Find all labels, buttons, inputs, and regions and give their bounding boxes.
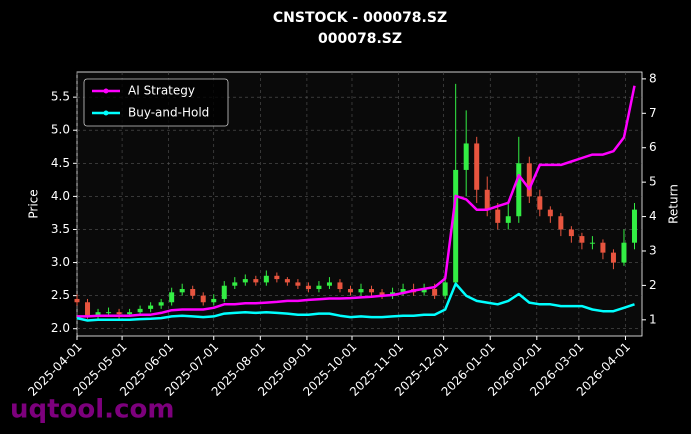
- candle-body: [547, 209, 553, 217]
- candle-body: [295, 282, 301, 286]
- candle-body: [347, 289, 353, 293]
- watermark: uqtool.com: [10, 395, 174, 425]
- candle-body: [369, 289, 375, 293]
- candle-body: [116, 312, 122, 315]
- y2-tick-label: 3: [649, 243, 657, 257]
- candle-body: [148, 305, 154, 309]
- candle-body: [600, 242, 606, 253]
- candle-body: [537, 196, 543, 210]
- line-series: [76, 282, 635, 322]
- candle-body: [326, 282, 332, 286]
- y2-tick-label: 2: [649, 278, 657, 292]
- y-tick-label: 3.5: [51, 222, 70, 236]
- candle-body: [558, 216, 564, 230]
- candle-body: [589, 242, 595, 244]
- y-tick-label: 2.5: [51, 288, 70, 302]
- y2-tick-label: 5: [649, 175, 657, 189]
- candle-body: [263, 275, 269, 283]
- chart-subtitle: 000078.SZ: [318, 31, 402, 47]
- candle-body: [337, 282, 343, 290]
- candle-body: [442, 282, 448, 296]
- candle-body: [127, 312, 133, 315]
- candle-body: [211, 298, 217, 303]
- candle-body: [579, 236, 585, 243]
- y2-tick-label: 1: [649, 312, 657, 326]
- candle-body: [158, 302, 164, 306]
- legend-marker: [103, 110, 109, 116]
- candle-body: [453, 169, 459, 283]
- candle-body: [274, 275, 280, 280]
- candle-body: [421, 289, 427, 293]
- candle-body: [232, 282, 238, 286]
- candle-body: [400, 289, 406, 293]
- candle-body: [179, 289, 185, 293]
- y-tick-label: 4.0: [51, 189, 70, 203]
- candle-body: [305, 285, 311, 290]
- chart-title: CNSTOCK - 000078.SZ: [273, 10, 447, 26]
- candle-body: [106, 312, 112, 314]
- y2-tick-label: 6: [649, 140, 657, 154]
- candle-body: [284, 279, 290, 283]
- candle-body: [85, 302, 91, 316]
- y-tick-label: 5.5: [51, 90, 70, 104]
- candle-body: [253, 279, 259, 283]
- y2-axis-label: Return: [667, 184, 681, 224]
- candle-body: [474, 143, 480, 190]
- y2-tick-label: 7: [649, 106, 657, 120]
- candle-body: [432, 289, 438, 296]
- y-tick-label: 3.0: [51, 255, 70, 269]
- candle-body: [221, 285, 227, 299]
- legend-marker: [103, 88, 109, 94]
- candle-body: [379, 292, 385, 296]
- candle-body: [242, 279, 248, 283]
- candle-body: [463, 143, 469, 170]
- candle-body: [74, 298, 80, 303]
- candle-body: [621, 242, 627, 263]
- candle-body: [568, 229, 574, 237]
- y2-tick-label: 8: [649, 71, 657, 85]
- candle-body: [516, 163, 522, 217]
- candle-body: [200, 295, 206, 303]
- line-series: [77, 85, 636, 318]
- candle-body: [484, 189, 490, 210]
- candle-body: [169, 292, 175, 303]
- y-tick-label: 2.0: [51, 321, 70, 335]
- candle-body: [95, 312, 101, 316]
- legend-label: AI Strategy: [128, 84, 195, 98]
- candle-body: [358, 289, 364, 293]
- candle-body: [610, 252, 616, 263]
- candle-body: [190, 289, 196, 296]
- y-axis-label: Price: [27, 189, 41, 218]
- y-tick-label: 5.0: [51, 123, 70, 137]
- legend-label: Buy-and-Hold: [128, 106, 209, 120]
- y-tick-label: 4.5: [51, 156, 70, 170]
- candle-body: [495, 209, 501, 223]
- candle-body: [316, 285, 322, 290]
- candle-body: [631, 209, 637, 243]
- candle-body: [505, 216, 511, 223]
- candle-body: [526, 163, 532, 197]
- candle-body: [137, 308, 143, 313]
- y2-tick-label: 4: [649, 209, 657, 223]
